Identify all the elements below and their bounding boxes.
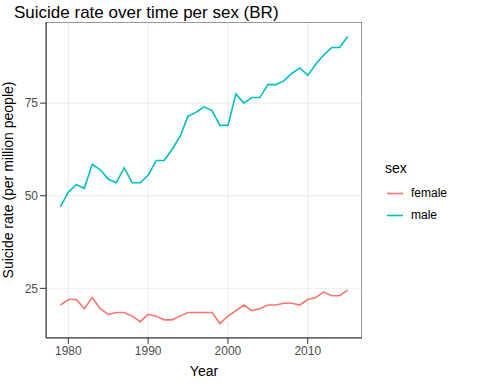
svg-text:2010: 2010 (294, 344, 321, 358)
svg-text:75: 75 (25, 96, 39, 110)
svg-text:1980: 1980 (55, 344, 82, 358)
svg-text:2000: 2000 (215, 344, 242, 358)
html-text:Suicide rate over time per sex: Suicide rate over time per sex (BR) (14, 3, 279, 22)
svg-text:Suicide rate (per million peop: Suicide rate (per million people) (8, 82, 16, 279)
html-text:male: male (411, 208, 437, 222)
svg-text:25: 25 (25, 282, 39, 296)
svg-text:1990: 1990 (135, 344, 162, 358)
svg-text:50: 50 (25, 189, 39, 203)
svg-text:Year: Year (190, 363, 219, 379)
html-text:female: female (411, 186, 447, 200)
html-text:sex: sex (385, 160, 407, 176)
